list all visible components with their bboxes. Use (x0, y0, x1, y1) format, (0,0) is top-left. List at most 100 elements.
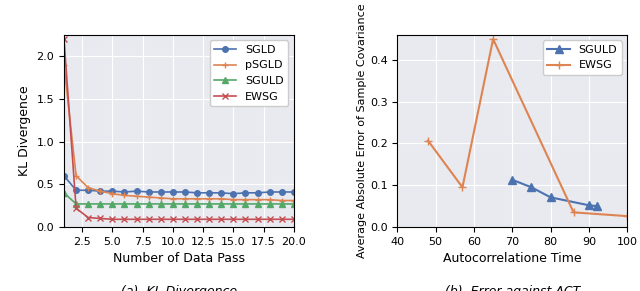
pSGLD (205, 197, 213, 200)
SGULD (157, 202, 164, 206)
SGLD (157, 190, 164, 194)
EWSG (218, 218, 225, 221)
Legend: SGLD, pSGLD, SGULD, EWSG: SGLD, pSGLD, SGULD, EWSG (210, 40, 289, 106)
EWSG (97, 217, 104, 220)
EWSG (121, 218, 129, 221)
EWSG (169, 218, 177, 221)
SGLD (218, 191, 225, 195)
EWSG (424, 139, 432, 142)
pSGLD (242, 198, 250, 201)
SGULD (527, 186, 535, 189)
X-axis label: Autocorrelatione Time: Autocorrelatione Time (443, 252, 582, 265)
SGLD (181, 190, 189, 194)
pSGLD (253, 198, 261, 201)
pSGLD (230, 198, 237, 201)
Line: EWSG: EWSG (61, 36, 297, 222)
pSGLD (121, 194, 129, 197)
SGLD (169, 190, 177, 194)
pSGLD (157, 196, 164, 200)
Line: SGLD: SGLD (61, 173, 297, 196)
pSGLD (84, 186, 92, 189)
SGULD (218, 202, 225, 206)
pSGLD (109, 192, 116, 196)
EWSG (489, 37, 497, 41)
SGULD (109, 202, 116, 206)
SGULD (230, 202, 237, 206)
EWSG (570, 211, 577, 214)
Line: EWSG: EWSG (424, 35, 632, 220)
EWSG (145, 218, 152, 221)
pSGLD (145, 195, 152, 199)
pSGLD (72, 174, 80, 178)
SGULD (181, 202, 189, 206)
EWSG (132, 218, 140, 221)
SGULD (585, 203, 593, 207)
SGLD (60, 174, 68, 178)
Legend: SGULD, EWSG: SGULD, EWSG (543, 40, 621, 75)
pSGLD (193, 197, 201, 200)
SGULD (266, 202, 273, 206)
EWSG (84, 216, 92, 219)
pSGLD (181, 197, 189, 200)
SGULD (508, 178, 516, 182)
SGULD (97, 202, 104, 206)
SGULD (253, 202, 261, 206)
Line: pSGLD: pSGLD (61, 61, 298, 204)
SGLD (266, 190, 273, 194)
EWSG (109, 218, 116, 221)
Text: (a)  KL Divergence: (a) KL Divergence (121, 285, 237, 291)
SGULD (193, 202, 201, 206)
pSGLD (97, 189, 104, 193)
Line: SGULD: SGULD (61, 190, 297, 207)
EWSG (266, 218, 273, 221)
SGLD (145, 190, 152, 194)
SGLD (84, 189, 92, 192)
pSGLD (218, 197, 225, 200)
EWSG (253, 218, 261, 221)
Y-axis label: KL Divergence: KL Divergence (18, 86, 31, 176)
EWSG (290, 218, 298, 221)
SGLD (132, 189, 140, 193)
EWSG (205, 218, 213, 221)
pSGLD (169, 197, 177, 200)
Y-axis label: Average Absolute Error of Sample Covariance: Average Absolute Error of Sample Covaria… (357, 3, 367, 258)
EWSG (230, 218, 237, 221)
SGULD (121, 202, 129, 206)
pSGLD (290, 199, 298, 202)
pSGLD (266, 198, 273, 201)
SGULD (242, 202, 250, 206)
SGULD (290, 202, 298, 206)
EWSG (623, 214, 631, 218)
SGLD (97, 189, 104, 193)
SGLD (72, 189, 80, 192)
SGLD (230, 192, 237, 196)
SGULD (593, 204, 600, 208)
SGLD (205, 191, 213, 195)
EWSG (157, 218, 164, 221)
X-axis label: Number of Data Pass: Number of Data Pass (113, 252, 245, 265)
EWSG (72, 206, 80, 210)
SGULD (547, 196, 554, 199)
Line: SGULD: SGULD (508, 176, 601, 210)
pSGLD (132, 194, 140, 198)
Text: (b)  Error against ACT: (b) Error against ACT (445, 285, 580, 291)
SGULD (72, 202, 80, 206)
SGULD (145, 202, 152, 206)
SGLD (242, 191, 250, 195)
EWSG (459, 186, 467, 189)
SGLD (193, 191, 201, 195)
pSGLD (60, 63, 68, 67)
SGULD (169, 202, 177, 206)
EWSG (242, 218, 250, 221)
SGLD (278, 190, 285, 194)
SGULD (60, 191, 68, 195)
SGULD (278, 202, 285, 206)
SGULD (205, 202, 213, 206)
SGULD (132, 202, 140, 206)
pSGLD (278, 199, 285, 202)
SGULD (84, 202, 92, 206)
EWSG (193, 218, 201, 221)
SGLD (121, 190, 129, 194)
SGLD (290, 190, 298, 194)
EWSG (60, 38, 68, 41)
